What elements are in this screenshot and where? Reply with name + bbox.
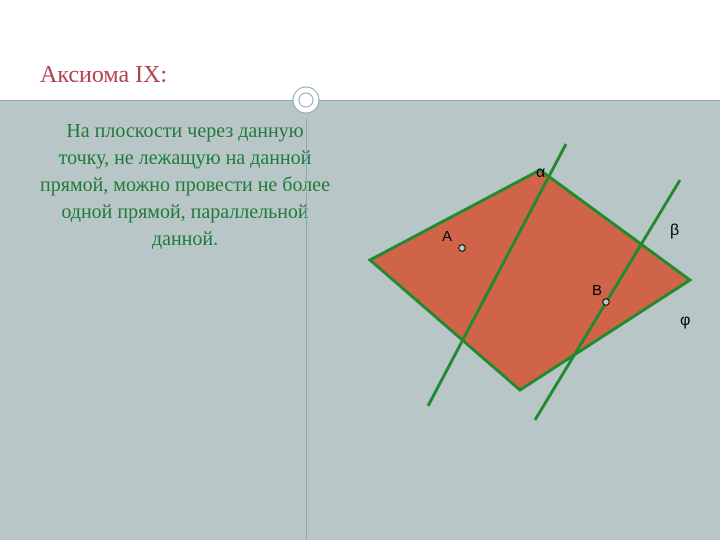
axiom-text: На плоскости через данную точку, не лежа… — [40, 118, 330, 253]
label-beta: β — [670, 222, 679, 240]
vertical-divider — [306, 118, 307, 540]
label-phi: φ — [680, 312, 690, 330]
body-text: На плоскости через данную точку, не лежа… — [40, 120, 330, 250]
point-a — [459, 245, 465, 251]
point-b — [603, 299, 609, 305]
plane-phi — [370, 170, 690, 390]
diagram-svg — [350, 110, 710, 450]
label-a: А — [442, 228, 452, 245]
slide: Аксиома IX: На плоскости через данную то… — [0, 0, 720, 540]
label-b: В — [592, 282, 602, 299]
geometry-diagram: α β φ А В — [350, 110, 710, 450]
slide-title: Аксиома IX: — [40, 62, 167, 89]
title-text: Аксиома IX: — [40, 62, 167, 88]
label-alpha: α — [536, 164, 545, 182]
horizontal-rule — [0, 100, 720, 101]
